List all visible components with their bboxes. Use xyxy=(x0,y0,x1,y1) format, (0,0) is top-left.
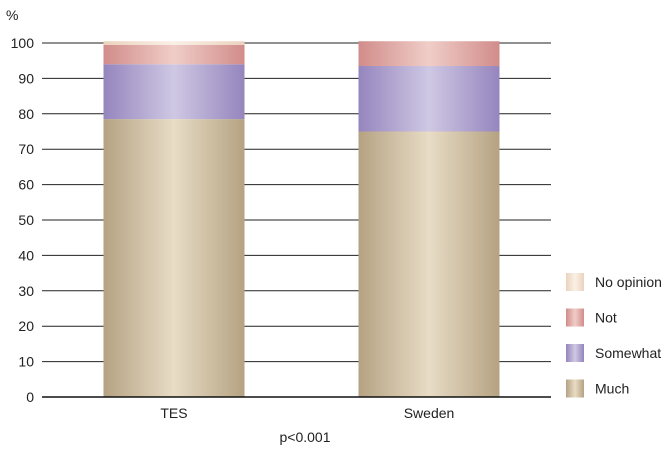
bar-segment-tes-much xyxy=(103,119,245,398)
y-tick-label: 40 xyxy=(18,247,34,263)
bar-segment-tes-not xyxy=(103,44,245,65)
legend-swatch-much xyxy=(566,379,584,398)
y-axis-label: % xyxy=(6,7,18,23)
bar-segment-tes-somewhat xyxy=(103,64,245,120)
legend-label-not: Not xyxy=(595,310,617,326)
category-label-sweden: Sweden xyxy=(404,405,455,421)
legend: No opinion Not Somewhat Much xyxy=(566,273,662,398)
legend-swatch-somewhat xyxy=(566,344,584,362)
y-tick-label: 50 xyxy=(18,212,34,228)
category-label-tes: TES xyxy=(160,405,187,421)
y-tick-label: 10 xyxy=(18,354,34,370)
bar-segment-sweden-not xyxy=(358,41,500,67)
y-tick-label: 0 xyxy=(26,389,34,405)
bar-segment-sweden-somewhat xyxy=(358,66,500,132)
y-tick-label: 70 xyxy=(18,141,34,157)
y-tick-labels: 0 10 20 30 40 50 60 70 80 90 100 xyxy=(11,35,35,405)
bar-segment-tes-no-opinion xyxy=(103,41,245,45)
y-tick-label: 60 xyxy=(18,177,34,193)
p-value-annotation: p<0.001 xyxy=(280,429,331,445)
bar-segment-sweden-much xyxy=(358,131,500,397)
y-tick-label: 20 xyxy=(18,318,34,334)
legend-swatch-not xyxy=(566,308,584,327)
legend-swatch-no-opinion xyxy=(566,273,584,291)
y-tick-label: 30 xyxy=(18,283,34,299)
bars xyxy=(103,41,500,398)
legend-label-much: Much xyxy=(595,381,629,397)
y-tick-label: 90 xyxy=(18,70,34,86)
category-labels: TES Sweden xyxy=(160,405,454,421)
y-tick-label: 80 xyxy=(18,106,34,122)
y-tick-label: 100 xyxy=(11,35,35,51)
legend-label-somewhat: Somewhat xyxy=(595,345,661,361)
legend-label-no-opinion: No opinion xyxy=(595,274,662,290)
